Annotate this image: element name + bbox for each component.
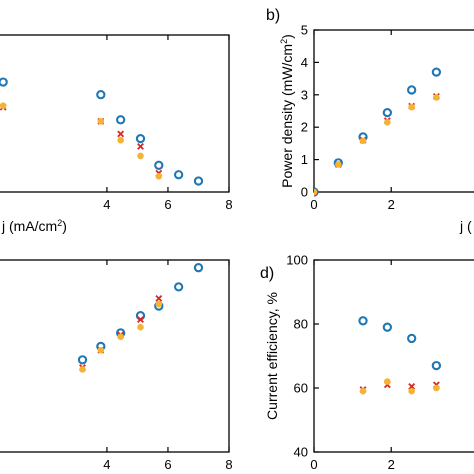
point-series-2 <box>335 161 342 168</box>
point-series-0 <box>193 263 204 273</box>
point-series-0 <box>358 316 368 326</box>
point-series-2 <box>117 333 124 341</box>
point-series-2 <box>359 387 367 395</box>
x-tick-label: 8 <box>225 197 232 212</box>
point-series-2 <box>384 119 391 126</box>
data-points <box>314 67 442 197</box>
x-axis-title: j ( <box>459 218 472 234</box>
data-points <box>0 77 204 186</box>
y-tick-label: 2 <box>301 120 308 135</box>
point-series-1 <box>137 143 144 150</box>
point-series-1 <box>155 294 163 302</box>
point-series-2 <box>97 118 105 125</box>
point-series-0 <box>96 90 106 100</box>
point-series-0 <box>154 160 164 170</box>
point-series-2 <box>408 387 415 395</box>
y-tick-label: 1 <box>301 152 308 167</box>
panel-label: d) <box>260 265 274 282</box>
panel-label: b) <box>266 7 280 24</box>
point-series-2 <box>155 173 163 180</box>
panel-a: 4 6 8 j (mA/cm2) <box>0 34 233 234</box>
point-series-0 <box>0 77 8 87</box>
panel-d: 02406080100j (Current efficiency, %d) <box>260 253 474 472</box>
point-series-0 <box>382 107 392 118</box>
x-tick-label: 8 <box>225 457 232 472</box>
x-tick-label: 2 <box>388 197 395 212</box>
point-series-2 <box>137 323 144 331</box>
point-series-2 <box>79 366 86 373</box>
point-series-0 <box>407 85 417 95</box>
data-points <box>358 316 442 395</box>
point-series-2 <box>314 188 318 196</box>
point-series-0 <box>173 170 184 180</box>
x-tick-label: 4 <box>103 457 110 472</box>
point-series-0 <box>314 187 319 197</box>
point-series-0 <box>193 176 204 186</box>
point-series-0 <box>431 360 442 371</box>
y-tick-label: 100 <box>286 253 308 268</box>
data-points <box>77 263 204 373</box>
point-series-1 <box>408 382 416 390</box>
y-axis-title: Current efficiency, % <box>264 292 280 420</box>
point-series-1 <box>117 130 125 138</box>
plot-frame <box>313 29 474 193</box>
point-series-2 <box>384 378 391 385</box>
x-tick-label: 0 <box>310 197 317 212</box>
panel-b: 0 2 0 1 2 3 4 5 j ( Power density (mW/cm2) b) <box>266 7 474 234</box>
point-series-0 <box>382 322 392 332</box>
point-series-0 <box>407 333 417 344</box>
point-series-0 <box>116 115 126 125</box>
point-series-0 <box>173 282 184 292</box>
x-tick-label: 2 <box>388 457 395 472</box>
point-series-2 <box>137 152 144 160</box>
y-tick-label: 60 <box>294 381 308 396</box>
point-series-2 <box>433 384 440 392</box>
x-axis-title: j (mA/cm2) <box>1 218 67 234</box>
point-series-0 <box>431 67 442 77</box>
point-series-2 <box>408 103 415 111</box>
x-tick-label: 4 <box>103 197 110 212</box>
y-tick-label: 0 <box>301 185 308 200</box>
point-series-0 <box>77 355 88 365</box>
point-series-2 <box>0 102 7 109</box>
point-series-2 <box>433 94 440 101</box>
y-axis-title: Power density (mW/cm2) <box>279 34 295 188</box>
x-tick-label: 6 <box>164 197 171 212</box>
y-tick-label: 5 <box>301 23 308 38</box>
plot-frame <box>313 259 474 453</box>
x-tick-label: 0 <box>310 457 317 472</box>
x-tick-label: 6 <box>164 457 171 472</box>
point-series-2 <box>359 137 367 145</box>
point-series-2 <box>155 300 163 308</box>
point-series-2 <box>97 346 105 354</box>
y-tick-label: 3 <box>301 87 308 102</box>
point-series-2 <box>117 136 124 144</box>
point-series-0 <box>135 133 146 144</box>
y-tick-label: 80 <box>294 317 308 332</box>
plot-frame <box>0 259 230 453</box>
y-tick-label: 40 <box>294 445 308 460</box>
y-tick-label: 4 <box>301 55 308 70</box>
point-series-1 <box>137 316 144 323</box>
plot-frame <box>0 34 230 193</box>
